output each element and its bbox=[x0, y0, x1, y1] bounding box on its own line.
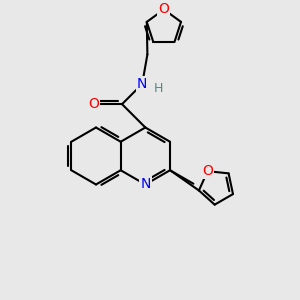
Text: N: N bbox=[137, 77, 147, 91]
Text: N: N bbox=[140, 178, 151, 191]
Text: O: O bbox=[88, 97, 99, 111]
Text: O: O bbox=[158, 2, 169, 16]
Text: H: H bbox=[154, 82, 164, 95]
Text: O: O bbox=[202, 164, 213, 178]
